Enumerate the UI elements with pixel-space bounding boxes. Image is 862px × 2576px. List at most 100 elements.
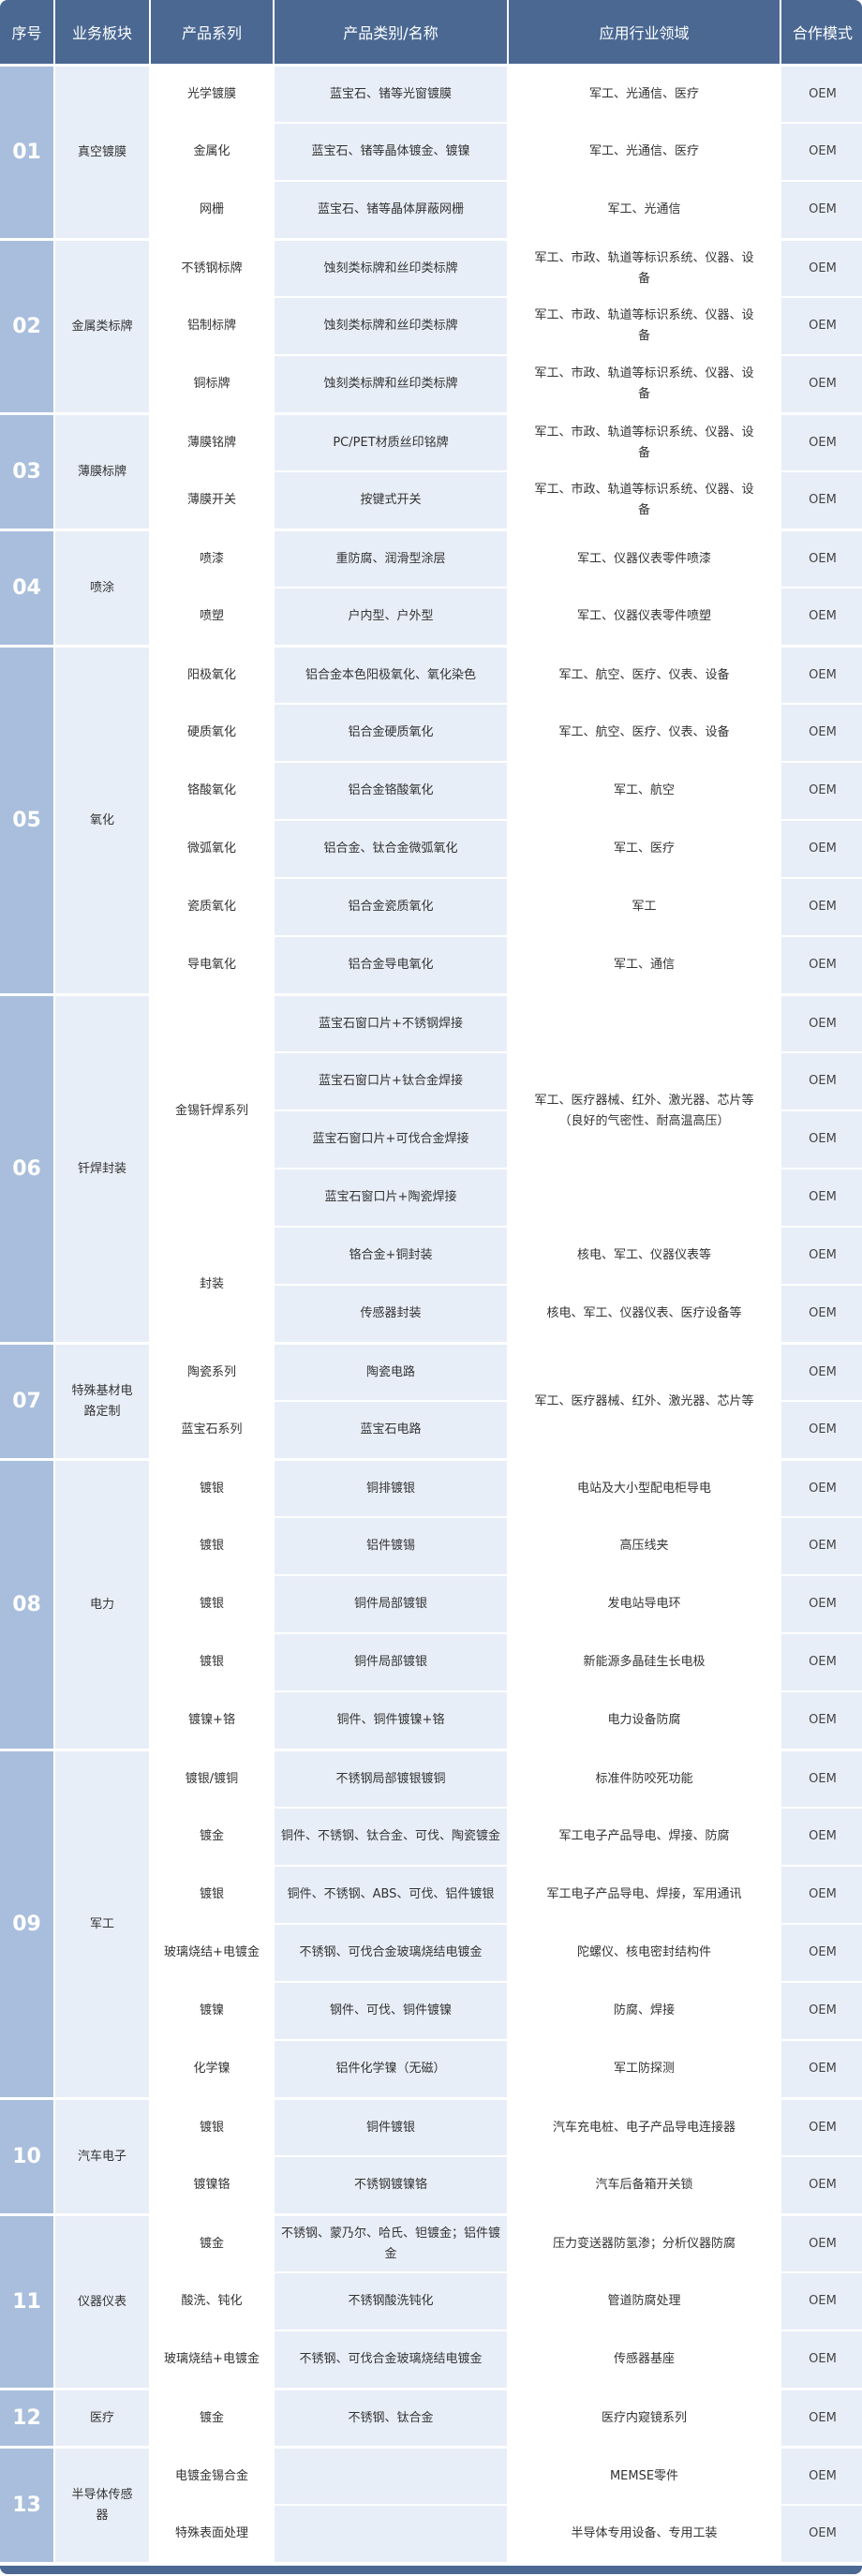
cell-category: 不锈钢、可伐合金玻璃烧结电镀金 (275, 2331, 507, 2388)
cell-industry: 汽车充电桩、电子产品导电连接器 (509, 2099, 780, 2155)
group-index: 08 (0, 1460, 53, 1749)
table-row: 薄膜开关 按键式开关 军工、市政、轨道等标识系统、仪器、设备 OEM (0, 472, 862, 529)
cell-category: 蓝宝石窗口片+陶瓷焊接 (275, 1169, 507, 1226)
cell-mode: OEM (781, 1286, 862, 1342)
cell-series: 微弧氧化 (151, 821, 273, 877)
cell-category: 不锈钢镀镍铬 (275, 2157, 507, 2213)
table-row: 08 电力 镀银 铜排镀银 电站及大小型配电柜导电 OEM (0, 1460, 862, 1749)
cell-industry: 核电、军工、仪器仪表等 (509, 1228, 780, 1284)
cell-industry: 军工、航空、医疗、仪表、设备 (509, 705, 780, 761)
cell-series: 镀镍 (151, 1983, 273, 2039)
group-sector: 特殊基材电路定制 (55, 1344, 149, 1458)
header-industry: 应用行业领域 (509, 0, 780, 64)
cell-category: 铝合金铬酸氧化 (275, 763, 507, 819)
cell-category: 铜件局部镀银 (275, 1634, 507, 1690)
table-row: 06 钎焊封装 金锡钎焊系列 蓝宝石窗口片+不锈钢焊接 军工、医疗器械、红外、激光器、芯… (0, 995, 862, 1342)
cell-series: 金锡钎焊系列 (151, 995, 273, 1226)
cell-series: 电镀金锡合金 (151, 2448, 273, 2504)
cell-series: 玻璃烧结+电镀金 (151, 2331, 273, 2388)
table-row: 镀镍 钢件、可伐、铜件镀镍 防腐、焊接 OEM (0, 1983, 862, 2039)
group-sector: 喷涂 (55, 530, 149, 645)
cell-mode: OEM (781, 2099, 862, 2155)
cell-category: 蚀刻类标牌和丝印类标牌 (275, 240, 507, 296)
group-sector: 汽车电子 (55, 2099, 149, 2213)
group-index: 05 (0, 647, 53, 993)
cell-mode: OEM (781, 705, 862, 761)
group-index: 13 (0, 2448, 53, 2562)
cell-series: 光学镀膜 (151, 66, 273, 122)
table-row: 传感器封装 核电、军工、仪器仪表、医疗设备等 OEM (0, 1286, 862, 1342)
cell-industry: 发电站导电环 (509, 1576, 780, 1632)
table-row: 镀镍铬 不锈钢镀镍铬 汽车后备箱开关锁 OEM (0, 2157, 862, 2213)
cell-category: 铝合金本色阳极氧化、氧化染色 (275, 647, 507, 703)
group-index: 07 (0, 1344, 53, 1458)
cell-series: 金属化 (151, 124, 273, 180)
cell-category: 不锈钢、可伐合金玻璃烧结电镀金 (275, 1925, 507, 1981)
table-row: 铜标牌 蚀刻类标牌和丝印类标牌 军工、市政、轨道等标识系统、仪器、设备 OEM (0, 356, 862, 412)
cell-mode: OEM (781, 1867, 862, 1923)
cell-mode: OEM (781, 937, 862, 993)
cell-series: 喷漆 (151, 530, 273, 587)
cell-series: 镀银 (151, 1634, 273, 1690)
table-row: 12 医疗 镀金 不锈钢、钛合金 医疗内窥镜系列 OEM (0, 2390, 862, 2446)
cell-series: 酸洗、钝化 (151, 2273, 273, 2330)
group-index: 09 (0, 1750, 53, 2097)
table-row: 蓝宝石窗口片+可伐合金焊接 OEM (0, 1111, 862, 1168)
cell-category: 按键式开关 (275, 472, 507, 529)
cell-industry: 陀螺仪、核电密封结构件 (509, 1925, 780, 1981)
cell-mode: OEM (781, 1692, 862, 1749)
table-row: 蓝宝石系列 蓝宝石电路 OEM (0, 1402, 862, 1458)
cell-mode: OEM (781, 2041, 862, 2097)
cell-industry: 军工、市政、轨道等标识系统、仪器、设备 (509, 356, 780, 412)
cell-category: 铝件镀锡 (275, 1518, 507, 1574)
table-row: 网栅 蓝宝石、锗等晶体屏蔽网栅 军工、光通信 OEM (0, 182, 862, 238)
table-row: 13 半导体传感器 电镀金锡合金 MEMSE零件 OEM (0, 2448, 862, 2562)
group-sector: 钎焊封装 (55, 995, 149, 1342)
group-sector: 电力 (55, 1460, 149, 1749)
cell-industry: 军工、光通信、医疗 (509, 124, 780, 180)
table-row: 酸洗、钝化 不锈钢酸洗钝化 管道防腐处理 OEM (0, 2273, 862, 2330)
table-row: 04 喷涂 喷漆 重防腐、润滑型涂层 军工、仪器仪表零件喷漆 OEM (0, 530, 862, 645)
cell-mode: OEM (781, 763, 862, 819)
cell-mode: OEM (781, 1750, 862, 1807)
header-series: 产品系列 (151, 0, 273, 64)
cell-mode: OEM (781, 821, 862, 877)
cell-industry: 军工、光通信 (509, 182, 780, 238)
cell-mode: OEM (781, 414, 862, 470)
table-row: 镀银 铜件局部镀银 新能源多晶硅生长电极 OEM (0, 1634, 862, 1690)
cell-mode: OEM (781, 1576, 862, 1632)
cell-series: 陶瓷系列 (151, 1344, 273, 1400)
cell-mode: OEM (781, 182, 862, 238)
cell-category: 铜件、铜件镀镍+铬 (275, 1692, 507, 1749)
cell-category: 蓝宝石、锗等晶体镀金、镀镍 (275, 124, 507, 180)
cell-mode: OEM (781, 124, 862, 180)
table-header-row: 序号 业务板块 产品系列 产品类别/名称 应用行业领域 合作模式 (0, 0, 862, 64)
cell-mode: OEM (781, 879, 862, 935)
table-row: 铬酸氧化 铝合金铬酸氧化 军工、航空 OEM (0, 763, 862, 819)
table-row: 03 薄膜标牌 薄膜铭牌 PC/PET材质丝印铭牌 军工、市政、轨道等标识系统、仪器、设… (0, 414, 862, 529)
cell-series: 镀银 (151, 1460, 273, 1516)
cell-industry: 高压线夹 (509, 1518, 780, 1574)
cell-category: 蓝宝石窗口片+不锈钢焊接 (275, 995, 507, 1051)
cell-mode: OEM (781, 2448, 862, 2504)
cell-mode: OEM (781, 1169, 862, 1226)
cell-category: 铝合金硬质氧化 (275, 705, 507, 761)
cell-category: 铜件、不锈钢、钛合金、可伐、陶瓷镀金 (275, 1809, 507, 1865)
cell-mode: OEM (781, 472, 862, 529)
table-body: 01 真空镀膜 光学镀膜 蓝宝石、锗等光窗镀膜 军工、光通信、医疗 OEM 金属化 蓝宝石、锗… (0, 66, 862, 2562)
cell-industry: 军工、医疗器械、红外、激光器、芯片等 (509, 1344, 780, 1458)
cell-industry: 医疗内窥镜系列 (509, 2390, 780, 2446)
cell-industry: 标准件防咬死功能 (509, 1750, 780, 1807)
cell-category: 不锈钢、蒙乃尔、哈氏、钽镀金；铝件镀金 (275, 2215, 507, 2271)
cell-series: 化学镍 (151, 2041, 273, 2097)
cell-series: 镀镍铬 (151, 2157, 273, 2213)
cell-category: 蓝宝石、锗等光窗镀膜 (275, 66, 507, 122)
group-index: 12 (0, 2390, 53, 2446)
cell-category: 铬合金+铜封装 (275, 1228, 507, 1284)
cell-mode: OEM (781, 240, 862, 296)
cell-category: 铝合金导电氧化 (275, 937, 507, 993)
cell-mode: OEM (781, 66, 862, 122)
cell-category (275, 2506, 507, 2562)
